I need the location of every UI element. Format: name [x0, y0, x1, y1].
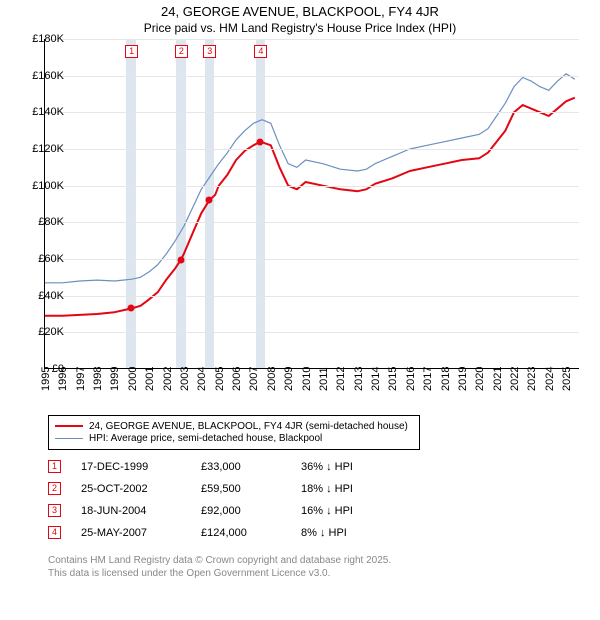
legend-label-hpi: HPI: Average price, semi-detached house,… [89, 433, 322, 444]
sale-price: £59,500 [201, 483, 281, 495]
x-tick-label: 2003 [179, 366, 191, 390]
x-tick-label: 2014 [370, 366, 382, 390]
x-tick-label: 2021 [492, 366, 504, 390]
sale-marker-icon: 4 [48, 526, 61, 539]
x-tick-label: 2013 [353, 366, 365, 390]
x-tick-label: 1997 [75, 366, 87, 390]
sale-price: £92,000 [201, 505, 281, 517]
sale-point [177, 256, 184, 263]
sale-marker-icon: 1 [48, 460, 61, 473]
footer-line2: This data is licensed under the Open Gov… [48, 567, 592, 580]
x-tick-label: 2004 [196, 366, 208, 390]
x-tick-label: 1995 [40, 366, 52, 390]
sales-row: 1 17-DEC-1999 £33,000 36% ↓ HPI [48, 456, 592, 478]
x-tick-label: 2015 [387, 366, 399, 390]
y-tick-label: £100K [24, 180, 64, 192]
legend-row-hpi: HPI: Average price, semi-detached house,… [55, 433, 413, 444]
sale-date: 25-OCT-2002 [81, 483, 181, 495]
x-tick-label: 2001 [144, 366, 156, 390]
series-svg [45, 39, 580, 369]
y-tick-label: £60K [24, 253, 64, 265]
sale-delta: 36% ↓ HPI [301, 461, 401, 473]
chart-box: 1234 £0£20K£40K£60K£80K£100K£120K£140K£1… [44, 39, 600, 409]
x-tick-label: 2012 [335, 366, 347, 390]
sale-delta: 18% ↓ HPI [301, 483, 401, 495]
footer-line1: Contains HM Land Registry data © Crown c… [48, 554, 592, 567]
legend-swatch-property [55, 425, 83, 427]
x-tick-label: 2023 [526, 366, 538, 390]
x-tick-label: 2016 [405, 366, 417, 390]
x-tick-label: 2007 [248, 366, 260, 390]
sale-delta: 8% ↓ HPI [301, 527, 401, 539]
chart-subtitle: Price paid vs. HM Land Registry's House … [8, 21, 592, 35]
sale-date: 17-DEC-1999 [81, 461, 181, 473]
x-tick-label: 1996 [57, 366, 69, 390]
sale-marker-icon: 2 [48, 482, 61, 495]
y-tick-label: £160K [24, 70, 64, 82]
x-tick-label: 2009 [283, 366, 295, 390]
x-tick-label: 2018 [440, 366, 452, 390]
y-tick-label: £40K [24, 290, 64, 302]
y-tick-label: £180K [24, 33, 64, 45]
sale-point [128, 305, 135, 312]
y-tick-label: £80K [24, 216, 64, 228]
x-tick-label: 2017 [422, 366, 434, 390]
x-tick-label: 2002 [162, 366, 174, 390]
sale-price: £124,000 [201, 527, 281, 539]
legend: 24, GEORGE AVENUE, BLACKPOOL, FY4 4JR (s… [48, 415, 420, 450]
x-tick-label: 1998 [92, 366, 104, 390]
plot-area: 1 2 3 4 [44, 39, 579, 369]
x-tick-label: 2008 [266, 366, 278, 390]
sales-table: 1 17-DEC-1999 £33,000 36% ↓ HPI 2 25-OCT-2002… [48, 456, 592, 544]
sale-date: 25-MAY-2007 [81, 527, 181, 539]
sale-marker: 2 [175, 45, 188, 58]
legend-row-property: 24, GEORGE AVENUE, BLACKPOOL, FY4 4JR (s… [55, 421, 413, 432]
sale-marker: 3 [203, 45, 216, 58]
x-tick-label: 2025 [561, 366, 573, 390]
chart-container: 24, GEORGE AVENUE, BLACKPOOL, FY4 4JR Pr… [0, 0, 600, 620]
x-tick-label: 1999 [109, 366, 121, 390]
sale-point [206, 197, 213, 204]
legend-label-property: 24, GEORGE AVENUE, BLACKPOOL, FY4 4JR (s… [89, 421, 408, 432]
footer: Contains HM Land Registry data © Crown c… [48, 554, 592, 580]
x-tick-label: 2005 [214, 366, 226, 390]
x-tick-label: 2011 [318, 367, 330, 391]
sales-row: 4 25-MAY-2007 £124,000 8% ↓ HPI [48, 522, 592, 544]
y-tick-label: £140K [24, 106, 64, 118]
x-tick-label: 2006 [231, 366, 243, 390]
x-tick-label: 2000 [127, 366, 139, 390]
y-tick-label: £20K [24, 326, 64, 338]
sale-marker: 4 [254, 45, 267, 58]
x-tick-label: 2024 [544, 366, 556, 390]
x-tick-label: 2020 [474, 366, 486, 390]
sale-marker-icon: 3 [48, 504, 61, 517]
x-tick-label: 2010 [301, 366, 313, 390]
chart-title: 24, GEORGE AVENUE, BLACKPOOL, FY4 4JR [8, 4, 592, 21]
sale-point [257, 138, 264, 145]
x-tick-label: 2019 [457, 366, 469, 390]
sales-row: 2 25-OCT-2002 £59,500 18% ↓ HPI [48, 478, 592, 500]
sales-row: 3 18-JUN-2004 £92,000 16% ↓ HPI [48, 500, 592, 522]
sale-date: 18-JUN-2004 [81, 505, 181, 517]
legend-swatch-hpi [55, 438, 83, 439]
sale-delta: 16% ↓ HPI [301, 505, 401, 517]
x-tick-label: 2022 [509, 366, 521, 390]
y-tick-label: £120K [24, 143, 64, 155]
sale-marker: 1 [125, 45, 138, 58]
sale-price: £33,000 [201, 461, 281, 473]
